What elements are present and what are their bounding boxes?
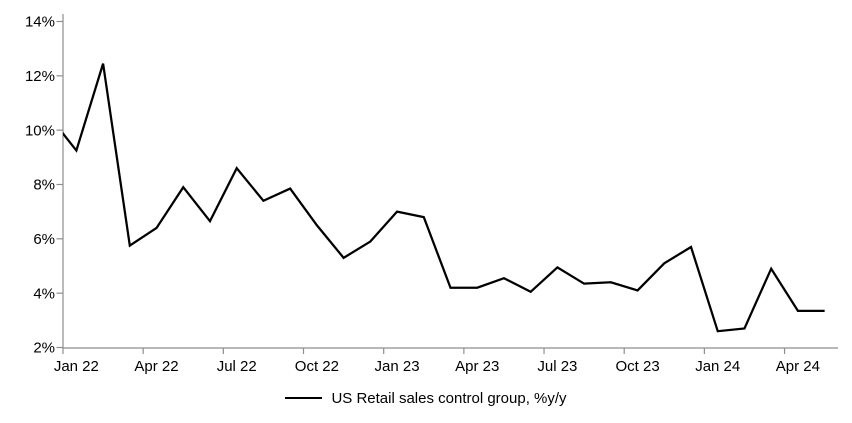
x-tick-label: Oct 22 (295, 358, 339, 375)
x-tick-label: Jul 23 (537, 358, 577, 375)
x-tick-label: Jul 22 (217, 358, 257, 375)
legend-series-label: US Retail sales control group, %y/y (331, 389, 567, 407)
x-tick-label: Apr 22 (134, 358, 178, 375)
y-tick-label: 2% (33, 340, 55, 357)
legend-line-swatch (285, 396, 323, 400)
y-tick-label: 8% (33, 177, 55, 194)
series-line-us-retail-control-group (63, 63, 825, 333)
y-tick-label: 6% (33, 231, 55, 248)
y-tick-label: 12% (25, 68, 55, 85)
y-tick-label: 10% (25, 122, 55, 139)
line-chart-canvas: 14% 12% 10% 8% 6% 4% 2%Jan 22 Apr 22 Jul 22 Oct 2… (25, 14, 838, 375)
x-tick-label: Apr 24 (776, 358, 820, 375)
x-tick-label: Jan 23 (375, 358, 420, 375)
x-tick-label: Jan 22 (54, 358, 99, 375)
x-tick-label: Jan 24 (695, 358, 740, 375)
y-tick-label: 14% (25, 14, 55, 31)
y-tick-label: 4% (33, 285, 55, 302)
x-tick-label: Apr 23 (455, 358, 499, 375)
chart-legend: US Retail sales control group, %y/y (0, 389, 852, 407)
x-tick-label: Oct 23 (615, 358, 659, 375)
